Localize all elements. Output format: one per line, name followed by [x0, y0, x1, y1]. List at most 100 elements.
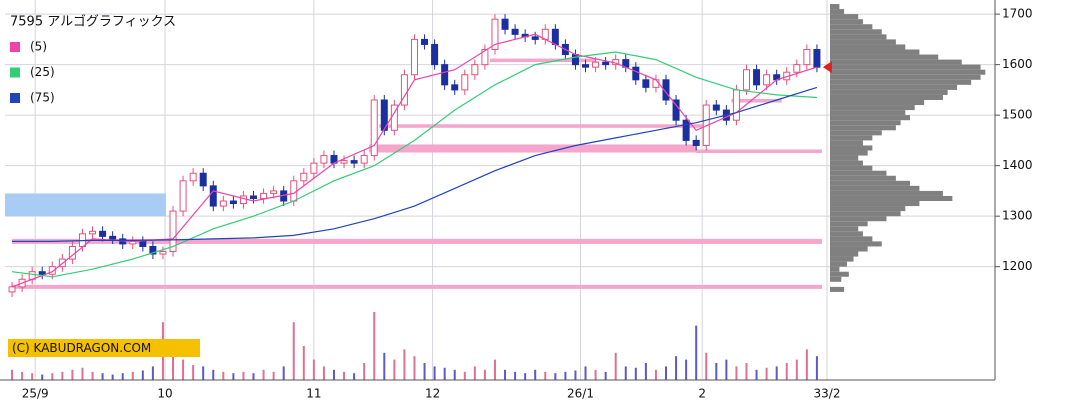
volume-bar	[815, 356, 818, 380]
candle-body	[682, 119, 690, 141]
profile-bar	[830, 221, 868, 227]
profile-bar	[830, 105, 915, 111]
candle-body	[360, 155, 368, 164]
candle-body	[340, 160, 348, 164]
level-band	[5, 193, 166, 217]
profile-bar	[830, 160, 863, 166]
volume-bar	[423, 363, 426, 380]
y-tick-label: 1200	[1002, 259, 1033, 273]
legend-label: (5)	[30, 40, 47, 54]
volume-bar	[795, 359, 798, 380]
volume-bar	[202, 366, 205, 380]
volume-bar	[665, 366, 668, 380]
candle-body	[742, 69, 750, 91]
level-band	[696, 149, 822, 154]
volume-bar	[775, 366, 778, 380]
volume-bar	[393, 359, 396, 380]
legend-swatch	[10, 42, 20, 52]
candle-body	[732, 89, 740, 121]
candle-body	[531, 36, 539, 40]
candle-body	[38, 271, 46, 275]
volume-bar	[121, 373, 124, 380]
volume-bar	[332, 369, 335, 380]
volume-bar	[483, 369, 486, 380]
candle-body	[451, 84, 459, 91]
volume-bar	[433, 366, 436, 380]
candle-body	[219, 200, 227, 207]
volume-bar	[463, 371, 466, 380]
volume-bar	[322, 366, 325, 380]
volume-bar	[131, 371, 134, 380]
y-tick-label: 1500	[1002, 108, 1033, 122]
profile-bar	[830, 44, 906, 50]
candle-body	[551, 28, 559, 45]
profile-bar	[830, 266, 840, 272]
copyright-box	[8, 339, 200, 357]
volume-bar	[272, 371, 275, 380]
profile-bar	[830, 110, 906, 116]
candle-body	[380, 99, 388, 131]
profile-bar	[830, 175, 896, 181]
volume-bar	[61, 371, 64, 380]
profile-bar	[830, 195, 953, 202]
candle-body	[471, 64, 479, 76]
profile-bar	[830, 226, 859, 232]
volume-bar	[91, 371, 94, 380]
candle-body	[290, 180, 298, 202]
level-band	[379, 124, 707, 128]
candle-body	[481, 48, 489, 66]
candle-body	[602, 61, 610, 66]
candle-body	[642, 79, 650, 88]
volume-bar	[594, 369, 597, 380]
candle-body	[491, 18, 499, 50]
volume-bar	[765, 367, 768, 380]
candle-body	[139, 240, 147, 247]
profile-bar	[830, 24, 873, 30]
volume-bar	[453, 369, 456, 380]
candle-body	[803, 48, 811, 66]
y-tick-label: 1600	[1002, 57, 1033, 71]
profile-bar	[830, 125, 896, 131]
volume-bar	[695, 325, 698, 380]
candle-body	[753, 69, 761, 86]
profile-bar	[830, 185, 920, 191]
profile-bar	[830, 19, 863, 25]
volume-bar	[554, 373, 557, 380]
level-band	[12, 284, 822, 289]
profile-bar	[830, 14, 859, 20]
candle-body	[441, 64, 449, 86]
legend-swatch	[10, 67, 20, 78]
text-layer: 7595 アルゴグラフィックス (C) KABUDRAGON.COM 1200 1…	[8, 7, 1033, 401]
volume-bar	[604, 371, 607, 380]
level-band	[369, 144, 697, 153]
candle-body	[793, 64, 801, 73]
profile-bar	[830, 54, 939, 60]
volume-bar	[514, 371, 517, 380]
x-tick-label: 11	[306, 387, 321, 401]
volume-bar	[343, 371, 346, 380]
volume-bar	[654, 369, 657, 380]
profile-bar	[830, 211, 901, 217]
volume-bar	[353, 373, 356, 380]
volume-bar	[172, 352, 175, 380]
x-tick-label: 10	[157, 387, 172, 401]
profile-bar	[830, 201, 920, 207]
volume-bar	[383, 352, 386, 380]
y-tick-label: 1700	[1002, 7, 1033, 21]
level-band	[12, 238, 822, 244]
x-tick-label: 12	[425, 387, 440, 401]
profile-bar	[830, 241, 882, 247]
profile-bar	[830, 231, 863, 237]
volume-bar	[574, 370, 577, 380]
volume-bar	[252, 373, 255, 380]
volume-bar	[544, 371, 547, 380]
volume-bar	[443, 367, 446, 380]
candle-body	[692, 139, 700, 146]
candle-body	[310, 162, 318, 174]
volume-bar	[564, 371, 567, 380]
volume-bar	[111, 374, 114, 380]
volume-bar	[182, 359, 185, 380]
volume-bar	[705, 352, 708, 380]
volume-bar	[715, 363, 718, 380]
profile-bar	[830, 155, 859, 161]
